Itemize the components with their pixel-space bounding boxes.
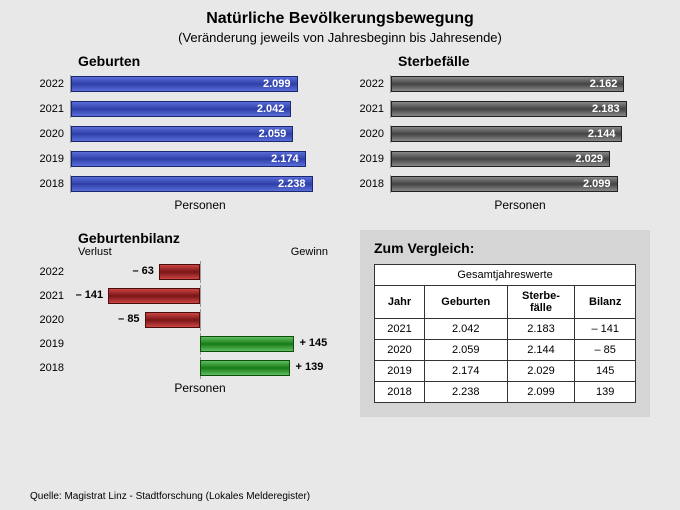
bar: 2.099 [391,176,618,192]
compare-cell: 2.099 [507,382,575,403]
year-label: 2022 [30,266,70,278]
balance-xlabel: Personen [70,381,330,395]
loss-label: Verlust [78,246,112,258]
year-label: 2018 [30,178,70,190]
source-note: Quelle: Magistrat Linz - Stadtforschung … [30,491,310,502]
balance-value: + 145 [299,337,327,349]
bar: 2.174 [71,151,306,167]
subtitle: (Veränderung jeweils von Jahresbeginn bi… [0,30,680,45]
top-charts: Geburten 20222.09920212.04220202.0592019… [0,53,680,212]
compare-cell: – 85 [575,340,636,361]
balance-bar [200,360,290,376]
balance-bar [145,312,200,328]
compare-block: Zum Vergleich: Gesamtjahreswerte JahrGeb… [360,230,650,417]
bar-row: 20212.042 [30,98,330,120]
balance-value: – 141 [76,289,104,301]
bar-row: 20202.059 [30,123,330,145]
balance-row: 2022 – 63 [30,261,330,283]
births-bars: 20222.09920212.04220202.05920192.1742018… [30,73,330,195]
balance-row: 2020 – 85 [30,309,330,331]
compare-cell: – 141 [575,319,636,340]
balance-bar [200,336,294,352]
bar-row: 20192.029 [350,148,650,170]
births-title: Geburten [78,53,330,69]
deaths-title: Sterbefälle [398,53,650,69]
year-label: 2020 [30,128,70,140]
year-label: 2019 [350,153,390,165]
compare-cell: 2.183 [507,319,575,340]
compare-cell: 2.029 [507,361,575,382]
compare-cell: 2019 [375,361,425,382]
compare-col: Bilanz [575,286,636,319]
births-chart: Geburten 20222.09920212.04220202.0592019… [30,53,330,212]
bar-row: 20222.162 [350,73,650,95]
compare-cell: 2021 [375,319,425,340]
bar: 2.029 [391,151,610,167]
year-label: 2019 [30,153,70,165]
compare-col: Sterbe-fälle [507,286,575,319]
deaths-xlabel: Personen [390,198,650,212]
compare-cell: 2020 [375,340,425,361]
compare-table-title: Gesamtjahreswerte [375,265,636,286]
compare-col: Geburten [424,286,507,319]
bar: 2.042 [71,101,291,117]
year-label: 2020 [350,128,390,140]
compare-table: Gesamtjahreswerte JahrGeburtenSterbe-fäl… [374,264,636,403]
year-label: 2019 [30,338,70,350]
compare-row: 20202.0592.144– 85 [375,340,636,361]
compare-cell: 145 [575,361,636,382]
compare-cell: 2.238 [424,382,507,403]
bar: 2.238 [71,176,313,192]
bar-row: 20212.183 [350,98,650,120]
balance-bar [108,288,200,304]
gain-label: Gewinn [291,246,328,258]
main-title: Natürliche Bevölkerungsbewegung [0,0,680,28]
compare-col: Jahr [375,286,425,319]
compare-row: 20192.1742.029145 [375,361,636,382]
births-xlabel: Personen [70,198,330,212]
year-label: 2020 [30,314,70,326]
bottom-section: Geburtenbilanz Verlust Gewinn 2022– 6320… [0,220,680,417]
deaths-chart: Sterbefälle 20222.16220212.18320202.1442… [350,53,650,212]
bar-row: 20202.144 [350,123,650,145]
year-label: 2022 [30,78,70,90]
bar: 2.183 [391,101,627,117]
year-label: 2022 [350,78,390,90]
bar-row: 20182.238 [30,173,330,195]
bar-row: 20182.099 [350,173,650,195]
bar: 2.099 [71,76,298,92]
compare-cell: 2018 [375,382,425,403]
compare-cell: 2.059 [424,340,507,361]
balance-value: + 139 [296,361,324,373]
balance-value: – 85 [118,313,139,325]
compare-cell: 2.174 [424,361,507,382]
balance-row: 2021 – 141 [30,285,330,307]
year-label: 2018 [30,362,70,374]
year-label: 2021 [350,103,390,115]
balance-chart: Geburtenbilanz Verlust Gewinn 2022– 6320… [30,230,330,417]
compare-row: 20212.0422.183– 141 [375,319,636,340]
balance-title: Geburtenbilanz [78,230,330,246]
bar: 2.059 [71,126,293,142]
bar-row: 20192.174 [30,148,330,170]
bar-row: 20222.099 [30,73,330,95]
balance-bar [159,264,200,280]
compare-cell: 2.144 [507,340,575,361]
compare-row: 20182.2382.099139 [375,382,636,403]
balance-row: 2018 + 139 [30,357,330,379]
balance-value: – 63 [132,265,153,277]
bar: 2.144 [391,126,622,142]
deaths-bars: 20222.16220212.18320202.14420192.0292018… [350,73,650,195]
year-label: 2021 [30,290,70,302]
balance-row: 2019 + 145 [30,333,330,355]
year-label: 2021 [30,103,70,115]
bar: 2.162 [391,76,624,92]
compare-heading: Zum Vergleich: [374,240,636,256]
year-label: 2018 [350,178,390,190]
compare-cell: 139 [575,382,636,403]
compare-cell: 2.042 [424,319,507,340]
